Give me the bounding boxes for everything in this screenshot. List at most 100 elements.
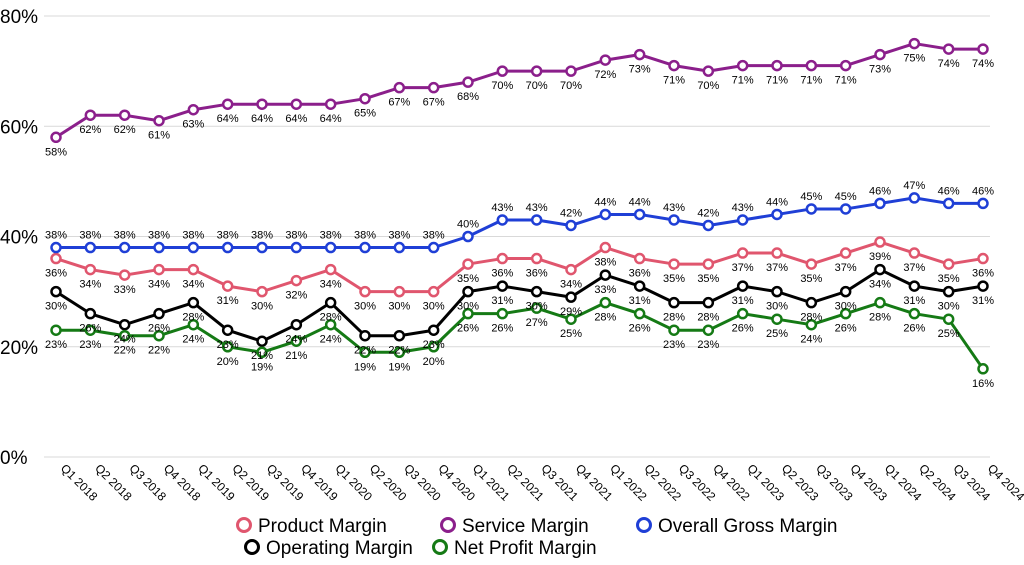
product-margin-data-label: 36% (972, 268, 994, 280)
net-profit-margin-data-label: 26% (457, 323, 479, 335)
net-profit-margin-data-label: 19% (251, 361, 273, 373)
operating-margin-data-label: 30% (457, 301, 479, 313)
operating-margin-point (50, 285, 62, 298)
overall-gross-margin-point (359, 241, 371, 254)
overall-gross-margin-point (977, 197, 989, 210)
operating-margin-point (324, 296, 337, 309)
net-profit-margin-data-label: 27% (526, 317, 548, 329)
product-margin-data-label: 33% (114, 284, 136, 296)
net-profit-margin-point (942, 313, 955, 325)
operating-margin-point (599, 269, 612, 281)
operating-margin-point (359, 329, 371, 342)
overall-gross-margin-legend-marker (636, 517, 652, 533)
x-tick-label: Q2 2018 (92, 461, 135, 504)
service-margin-data-label: 71% (663, 75, 685, 87)
service-margin-point (977, 43, 989, 55)
service-margin-point (290, 98, 303, 110)
overall-gross-margin-point (462, 230, 474, 243)
operating-margin-point (462, 285, 474, 298)
service-margin-point (839, 59, 852, 72)
service-margin-point (736, 59, 749, 72)
product-margin-point (290, 274, 303, 287)
net-profit-margin-data-label: 26% (903, 323, 925, 335)
overall-gross-margin-data-label: 38% (320, 230, 342, 242)
gridlines (44, 15, 990, 458)
service-margin-data-label: 68% (457, 91, 479, 103)
service-margin-point (874, 48, 886, 61)
operating-margin-data-label: 22% (354, 345, 376, 357)
overall-gross-margin-data-label: 38% (388, 230, 410, 242)
product-margin-data-label: 34% (79, 279, 101, 291)
product-margin-point (187, 263, 200, 276)
operating-margin-legend-label: Operating Margin (266, 538, 413, 559)
product-margin-point (668, 258, 680, 270)
operating-margin-point (496, 280, 509, 292)
overall-gross-margin-data-label: 38% (354, 230, 376, 242)
overall-gross-margin-data-label: 38% (182, 230, 204, 242)
operating-margin-data-label: 34% (869, 279, 891, 291)
product-margin-point (393, 285, 406, 298)
overall-gross-margin-point (736, 214, 749, 226)
service-margin-data-label: 70% (560, 80, 582, 92)
service-margin-data-label: 64% (217, 113, 239, 125)
product-margin-point (839, 247, 852, 259)
net-profit-margin-point (599, 296, 612, 309)
service-margin-point (462, 76, 474, 88)
x-tick-label: Q3 2021 (539, 461, 582, 504)
product-margin-data-label: 34% (560, 279, 582, 291)
service-margin-data-label: 70% (491, 80, 513, 92)
service-margin-point (633, 48, 646, 61)
product-margin-point (633, 252, 646, 265)
service-margin-data-label: 58% (45, 146, 67, 158)
overall-gross-margin-point (427, 241, 440, 254)
operating-margin-data-label: 30% (526, 301, 548, 313)
operating-margin-point (84, 307, 97, 320)
net-profit-margin-point (977, 363, 989, 375)
net-profit-margin-data-label: 28% (869, 312, 891, 324)
service-margin-point (530, 65, 543, 77)
overall-gross-margin-line (56, 196, 983, 250)
service-margin-point (50, 131, 62, 144)
service-margin-point (908, 37, 921, 50)
overall-gross-margin-data-label: 43% (732, 202, 754, 214)
operating-margin-point (427, 324, 440, 336)
operating-margin-point (221, 324, 234, 336)
x-tick-label: Q2 2019 (230, 461, 273, 504)
net-profit-margin-data-label: 23% (663, 339, 685, 351)
net-profit-margin-legend-marker (432, 539, 448, 555)
overall-gross-margin-point (187, 241, 200, 254)
service-margin-point (702, 65, 715, 77)
operating-margin-data-label: 31% (903, 295, 925, 307)
operating-margin-data-label: 26% (148, 323, 170, 335)
operating-margin-data-label: 28% (320, 312, 342, 324)
overall-gross-margin-data-label: 46% (869, 185, 891, 197)
x-tick-label: Q3 2019 (264, 461, 307, 504)
product-margin-point (496, 252, 509, 265)
operating-margin-data-label: 31% (629, 295, 651, 307)
x-tick-label: Q1 2020 (333, 461, 376, 504)
product-margin-point (221, 280, 234, 292)
y-tick-label: 20% (0, 338, 38, 359)
overall-gross-margin-data-label: 38% (114, 230, 136, 242)
service-margin-point (599, 54, 612, 66)
x-tick-label: Q4 2023 (848, 461, 891, 504)
service-margin-point (118, 109, 131, 121)
overall-gross-margin-data-label: 38% (251, 230, 273, 242)
product-margin-point (805, 258, 818, 270)
product-margin-line (55, 240, 984, 294)
service-margin-point (942, 43, 955, 55)
overall-gross-margin-data-label: 43% (663, 202, 685, 214)
x-tick-label: Q2 2021 (504, 461, 547, 504)
product-margin-point (427, 285, 440, 298)
overall-gross-margin-data-label: 40% (457, 219, 479, 231)
overall-gross-margin-point (565, 219, 577, 232)
product-margin-point (977, 252, 989, 265)
net-profit-margin-point (118, 329, 131, 342)
service-margin-data-label: 73% (629, 64, 651, 76)
operating-margin-data-label: 23% (217, 339, 239, 351)
net-profit-margin-point (256, 346, 268, 359)
service-margin-data-label: 74% (972, 58, 994, 70)
operating-margin-point (187, 296, 200, 309)
product-margin-data-label: 36% (629, 268, 651, 280)
